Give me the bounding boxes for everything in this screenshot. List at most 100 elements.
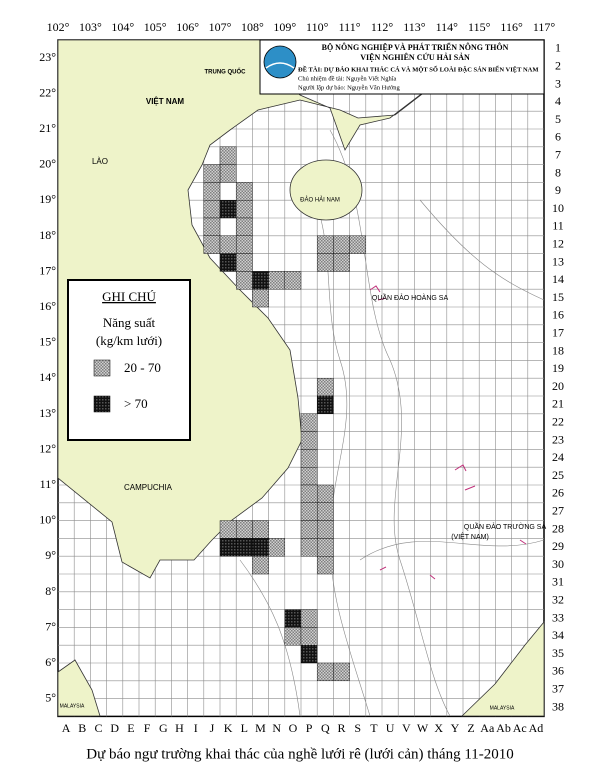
row-label: 27	[552, 503, 564, 517]
latitude-label: 14°	[39, 370, 56, 384]
legend-quantity: Năng suất	[103, 315, 156, 330]
shaded-cell	[203, 182, 221, 201]
row-label: 6	[555, 130, 561, 144]
latitude-label: 9°	[45, 548, 56, 562]
place-name: LÀO	[92, 157, 108, 166]
column-label: J	[210, 721, 215, 735]
longitude-label: 103°	[79, 20, 102, 34]
column-label: L	[241, 721, 248, 735]
shaded-cell	[235, 520, 253, 539]
longitude-label: 111°	[339, 20, 361, 34]
legend-title: GHI CHÚ	[102, 289, 156, 304]
longitude-label: 114°	[436, 20, 459, 34]
latitude-label: 13°	[39, 406, 56, 420]
latitude-label: 18°	[39, 228, 56, 242]
legend-label: 20 - 70	[124, 360, 161, 375]
header-forecaster: Người lập dự báo: Nguyễn Văn Hướng	[298, 84, 401, 91]
place-name: QUẦN ĐẢO TRƯỜNG SA	[464, 521, 547, 531]
row-label: 37	[552, 681, 564, 695]
latitude-label: 11°	[40, 477, 57, 491]
longitude-label: 109°	[273, 20, 296, 34]
shaded-cell	[203, 199, 221, 219]
shaded-cell	[219, 538, 237, 557]
column-label: F	[144, 721, 151, 735]
shaded-cell	[219, 253, 237, 272]
place-name: CAMPUCHIA	[124, 483, 173, 492]
land	[57, 39, 545, 717]
longitude-label: 105°	[144, 20, 167, 34]
row-label: 18	[552, 343, 564, 357]
column-label: W	[417, 721, 429, 735]
longitude-label: 112°	[371, 20, 394, 34]
column-label: Q	[321, 721, 330, 735]
shaded-cell	[203, 217, 221, 236]
column-label: K	[224, 721, 233, 735]
latitude-label: 23°	[39, 50, 56, 64]
place-name: VIỆT NAM	[146, 97, 185, 106]
header-box	[259, 39, 545, 95]
shaded-cell	[235, 253, 253, 272]
latitude-label: 5°	[45, 691, 56, 705]
shaded-cell	[300, 538, 318, 557]
graticule-labels: 102° 103° 104° 105° 106° 107° 108° 109° 110° 111°…	[39, 20, 564, 735]
reefs	[369, 285, 527, 580]
row-label: 35	[552, 646, 564, 660]
row-label: 20	[552, 379, 564, 393]
longitude-label: 107°	[209, 20, 232, 34]
column-label: D	[110, 721, 119, 735]
legend	[67, 279, 191, 441]
legend-label: > 70	[124, 396, 148, 411]
column-label: H	[175, 721, 184, 735]
shaded-cell	[235, 199, 253, 219]
shaded-cell	[284, 271, 302, 290]
column-label: Ac	[513, 721, 527, 735]
longitude-label: 106°	[176, 20, 199, 34]
row-label: 13	[552, 254, 564, 268]
column-label: M	[255, 721, 266, 735]
row-label: 36	[552, 664, 564, 678]
shaded-cell	[252, 271, 269, 290]
row-label: 33	[552, 610, 564, 624]
column-label: I	[194, 721, 198, 735]
shaded-cell	[317, 502, 334, 521]
shaded-cell	[203, 235, 221, 254]
shaded-cell	[317, 378, 334, 397]
column-label: S	[354, 721, 361, 735]
row-label: 34	[552, 628, 564, 642]
row-label: 5	[555, 112, 561, 126]
row-label: 24	[552, 450, 564, 464]
column-label: E	[127, 721, 134, 735]
shaded-cell	[300, 449, 318, 468]
shaded-cell	[300, 609, 318, 628]
shaded-cell	[219, 520, 237, 539]
column-label: A	[62, 721, 71, 735]
shaded-cells	[203, 146, 367, 681]
place-names: TRUNG QUỐC VIỆT NAM LÀO CAMPUCHIA ĐẢO HẢI NA…	[60, 69, 547, 712]
shaded-cell	[300, 413, 318, 432]
latitude-label: 20°	[39, 157, 56, 171]
column-label: X	[434, 721, 443, 735]
shaded-cell	[268, 538, 286, 557]
longitude-label: 104°	[111, 20, 134, 34]
row-label: 28	[552, 521, 564, 535]
shaded-cell	[300, 431, 318, 450]
shaded-cell	[235, 182, 253, 201]
shaded-cell	[317, 235, 334, 254]
row-label: 25	[552, 468, 564, 482]
longitude-label: 108°	[241, 20, 264, 34]
shaded-cell	[300, 502, 318, 521]
row-label: 31	[552, 575, 564, 589]
latitude-label: 19°	[39, 192, 56, 206]
shaded-cell	[317, 538, 334, 557]
place-name: ĐẢO HẢI NAM	[300, 197, 340, 204]
row-label: 26	[552, 486, 564, 500]
row-label: 21	[552, 397, 564, 411]
shaded-cell	[252, 538, 269, 557]
row-label: 1	[555, 41, 561, 55]
column-label: C	[94, 721, 102, 735]
latitude-label: 17°	[39, 263, 56, 277]
row-label: 7	[555, 147, 561, 161]
shaded-cell	[219, 146, 237, 165]
place-name: (VIỆT NAM)	[451, 532, 489, 541]
